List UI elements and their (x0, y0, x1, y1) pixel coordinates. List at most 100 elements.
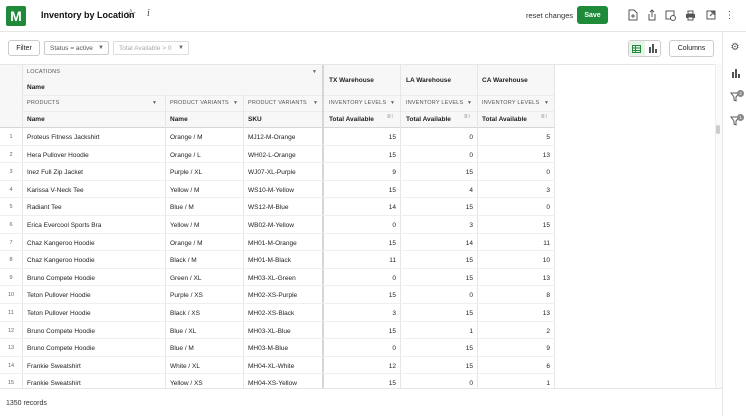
tx-total-available-cell[interactable]: 15 (388, 186, 396, 194)
tx-total-available-cell[interactable]: 15 (388, 134, 396, 141)
sku-cell[interactable]: WS10-M-Yellow (248, 186, 294, 194)
more-vertical-icon[interactable]: ⋮ (724, 9, 735, 21)
product-name-cell[interactable]: Frankie Sweatshirt (27, 362, 81, 370)
variant-name-cell[interactable]: Blue / XL (170, 327, 197, 335)
sku-cell[interactable]: MH01-M-Black (248, 257, 291, 265)
la-total-available-cell[interactable]: 15 (465, 345, 473, 353)
chart-icon[interactable] (728, 66, 742, 80)
reset-changes-link[interactable]: reset changes (526, 11, 574, 20)
la-total-available-cell[interactable]: 0 (469, 292, 473, 300)
ca-total-available-cell[interactable]: 15 (542, 222, 550, 229)
la-total-available-cell[interactable]: 15 (465, 204, 473, 212)
col-header-variant-name[interactable]: Name (170, 116, 188, 123)
sku-cell[interactable]: MH04-XL-White (248, 362, 295, 370)
tx-total-available-cell[interactable]: 11 (389, 257, 396, 265)
la-total-available-cell[interactable]: 15 (465, 310, 473, 317)
sku-cell[interactable]: MH02-XS-Black (248, 310, 295, 317)
column-menu-icon[interactable]: ▼ (467, 100, 472, 106)
settings-icon[interactable]: ⚙ (730, 41, 740, 53)
product-name-cell[interactable]: Chaz Kangeroo Hoodie (27, 257, 95, 265)
ca-total-available-cell[interactable]: 13 (542, 151, 550, 159)
variant-name-cell[interactable]: Black / XS (170, 310, 200, 317)
la-total-available-cell[interactable]: 15 (465, 362, 473, 370)
sku-cell[interactable]: WH02-L-Orange (248, 151, 296, 159)
column-menu-icon[interactable]: ▼ (313, 100, 318, 106)
save-button[interactable]: Save (577, 6, 608, 24)
variant-name-cell[interactable]: Blue / M (170, 345, 194, 353)
ca-total-available-cell[interactable]: 2 (546, 327, 550, 335)
row-number[interactable]: 7 (9, 239, 13, 246)
ca-total-available-cell[interactable]: 1 (546, 380, 550, 388)
variant-name-cell[interactable]: Black / M (170, 257, 197, 265)
status-filter-chip[interactable]: Status = active ▼ (44, 41, 109, 55)
product-name-cell[interactable]: Chaz Kangeroo Hoodie (27, 239, 95, 247)
add-document-icon[interactable] (627, 9, 638, 21)
table-row[interactable]: 9 Bruno Compete Hoodie Green / XL MH03-XL-G… (0, 269, 555, 287)
table-row[interactable]: 11 Teton Pullover Hoodie Black / XS MH02-XS… (0, 304, 555, 322)
row-number[interactable]: 4 (9, 186, 13, 193)
la-total-available-cell[interactable]: 0 (469, 151, 473, 159)
ca-total-available-cell[interactable]: 3 (546, 186, 550, 194)
tx-total-available-cell[interactable]: 15 (388, 151, 396, 159)
column-menu-icon[interactable]: ▼ (312, 69, 317, 75)
la-total-available-cell[interactable]: 0 (469, 134, 473, 141)
tx-total-available-cell[interactable]: 0 (392, 345, 396, 353)
print-icon[interactable] (685, 9, 696, 21)
table-row[interactable]: 15 Frankie Sweatshirt Yellow / XS MH04-XS-Y… (0, 374, 555, 388)
ca-total-available-cell[interactable]: 13 (542, 310, 550, 317)
tx-total-available-cell[interactable]: 15 (388, 239, 396, 247)
variant-name-cell[interactable]: Yellow / M (170, 222, 200, 229)
row-number[interactable]: 5 (9, 204, 13, 211)
row-number[interactable]: 3 (9, 169, 13, 176)
row-number[interactable]: 11 (8, 310, 14, 316)
la-total-available-cell[interactable]: 0 (469, 380, 473, 388)
product-name-cell[interactable]: Radiant Tee (27, 204, 62, 212)
la-total-available-cell[interactable]: 3 (469, 222, 473, 229)
sort-icon[interactable]: ≡↑ (387, 114, 394, 120)
schedule-icon[interactable] (665, 9, 676, 21)
variant-name-cell[interactable]: Purple / XS (170, 292, 203, 300)
product-name-cell[interactable]: Hera Pullover Hoodie (27, 151, 89, 159)
row-number[interactable]: 13 (7, 345, 15, 352)
ca-total-available-cell[interactable]: 0 (546, 204, 550, 212)
row-number[interactable]: 1 (9, 134, 13, 140)
la-total-available-cell[interactable]: 14 (465, 239, 473, 247)
ca-total-available-cell[interactable]: 10 (542, 257, 550, 265)
variant-name-cell[interactable]: Yellow / M (170, 186, 200, 194)
tx-total-available-cell[interactable]: 15 (388, 327, 396, 335)
table-row[interactable]: 6 Erica Evercool Sports Bra Yellow / M WB02… (0, 216, 555, 234)
product-name-cell[interactable]: Frankie Sweatshirt (27, 380, 81, 388)
warehouse-header-ca[interactable]: CA Warehouse (482, 77, 528, 84)
info-icon[interactable]: i (147, 8, 150, 19)
sku-cell[interactable]: MH03-XL-Blue (248, 327, 291, 335)
product-name-cell[interactable]: Bruno Compete Hoodie (27, 327, 95, 335)
row-number[interactable]: 15 (7, 380, 15, 387)
la-total-available-cell[interactable]: 15 (465, 274, 473, 282)
product-name-cell[interactable]: Bruno Compete Hoodie (27, 274, 95, 282)
warehouse-header-la[interactable]: LA Warehouse (406, 77, 452, 84)
variant-name-cell[interactable]: Yellow / XS (170, 380, 203, 388)
table-row[interactable]: 4 Karissa V-Neck Tee Yellow / M WS10-M-Yell… (0, 181, 555, 199)
tx-total-available-cell[interactable]: 0 (392, 222, 396, 229)
variant-name-cell[interactable]: White / XL (170, 362, 200, 370)
product-name-cell[interactable]: Teton Pullover Hoodie (27, 310, 91, 317)
table-row[interactable]: 5 Radiant Tee Blue / M WS12-M-Blue 14 15 0 (0, 198, 555, 216)
la-total-available-cell[interactable]: 1 (469, 327, 473, 335)
column-menu-icon[interactable]: ▼ (544, 100, 549, 106)
variant-name-cell[interactable]: Green / XL (170, 274, 202, 282)
variant-name-cell[interactable]: Orange / M (170, 239, 203, 247)
sku-cell[interactable]: WS12-M-Blue (248, 204, 289, 212)
tx-total-available-cell[interactable]: 3 (392, 310, 396, 317)
table-row[interactable]: 2 Hera Pullover Hoodie Orange / L WH02-L-Or… (0, 146, 555, 164)
product-name-cell[interactable]: Inez Full Zip Jacket (27, 169, 83, 177)
table-row[interactable]: 14 Frankie Sweatshirt White / XL MH04-XL-Wh… (0, 357, 555, 375)
sku-cell[interactable]: WJ07-XL-Purple (248, 169, 296, 177)
vertical-scrollbar[interactable] (715, 64, 722, 388)
sku-cell[interactable]: MH04-XS-Yellow (248, 380, 297, 388)
row-number[interactable]: 8 (9, 257, 13, 264)
tx-total-available-cell[interactable]: 14 (388, 204, 396, 212)
product-name-cell[interactable]: Proteus Fitness Jackshirt (27, 134, 100, 141)
ca-total-available-cell[interactable]: 8 (546, 292, 550, 300)
la-total-available-cell[interactable]: 15 (465, 257, 473, 265)
star-outline-icon[interactable]: ☆ (125, 6, 137, 21)
